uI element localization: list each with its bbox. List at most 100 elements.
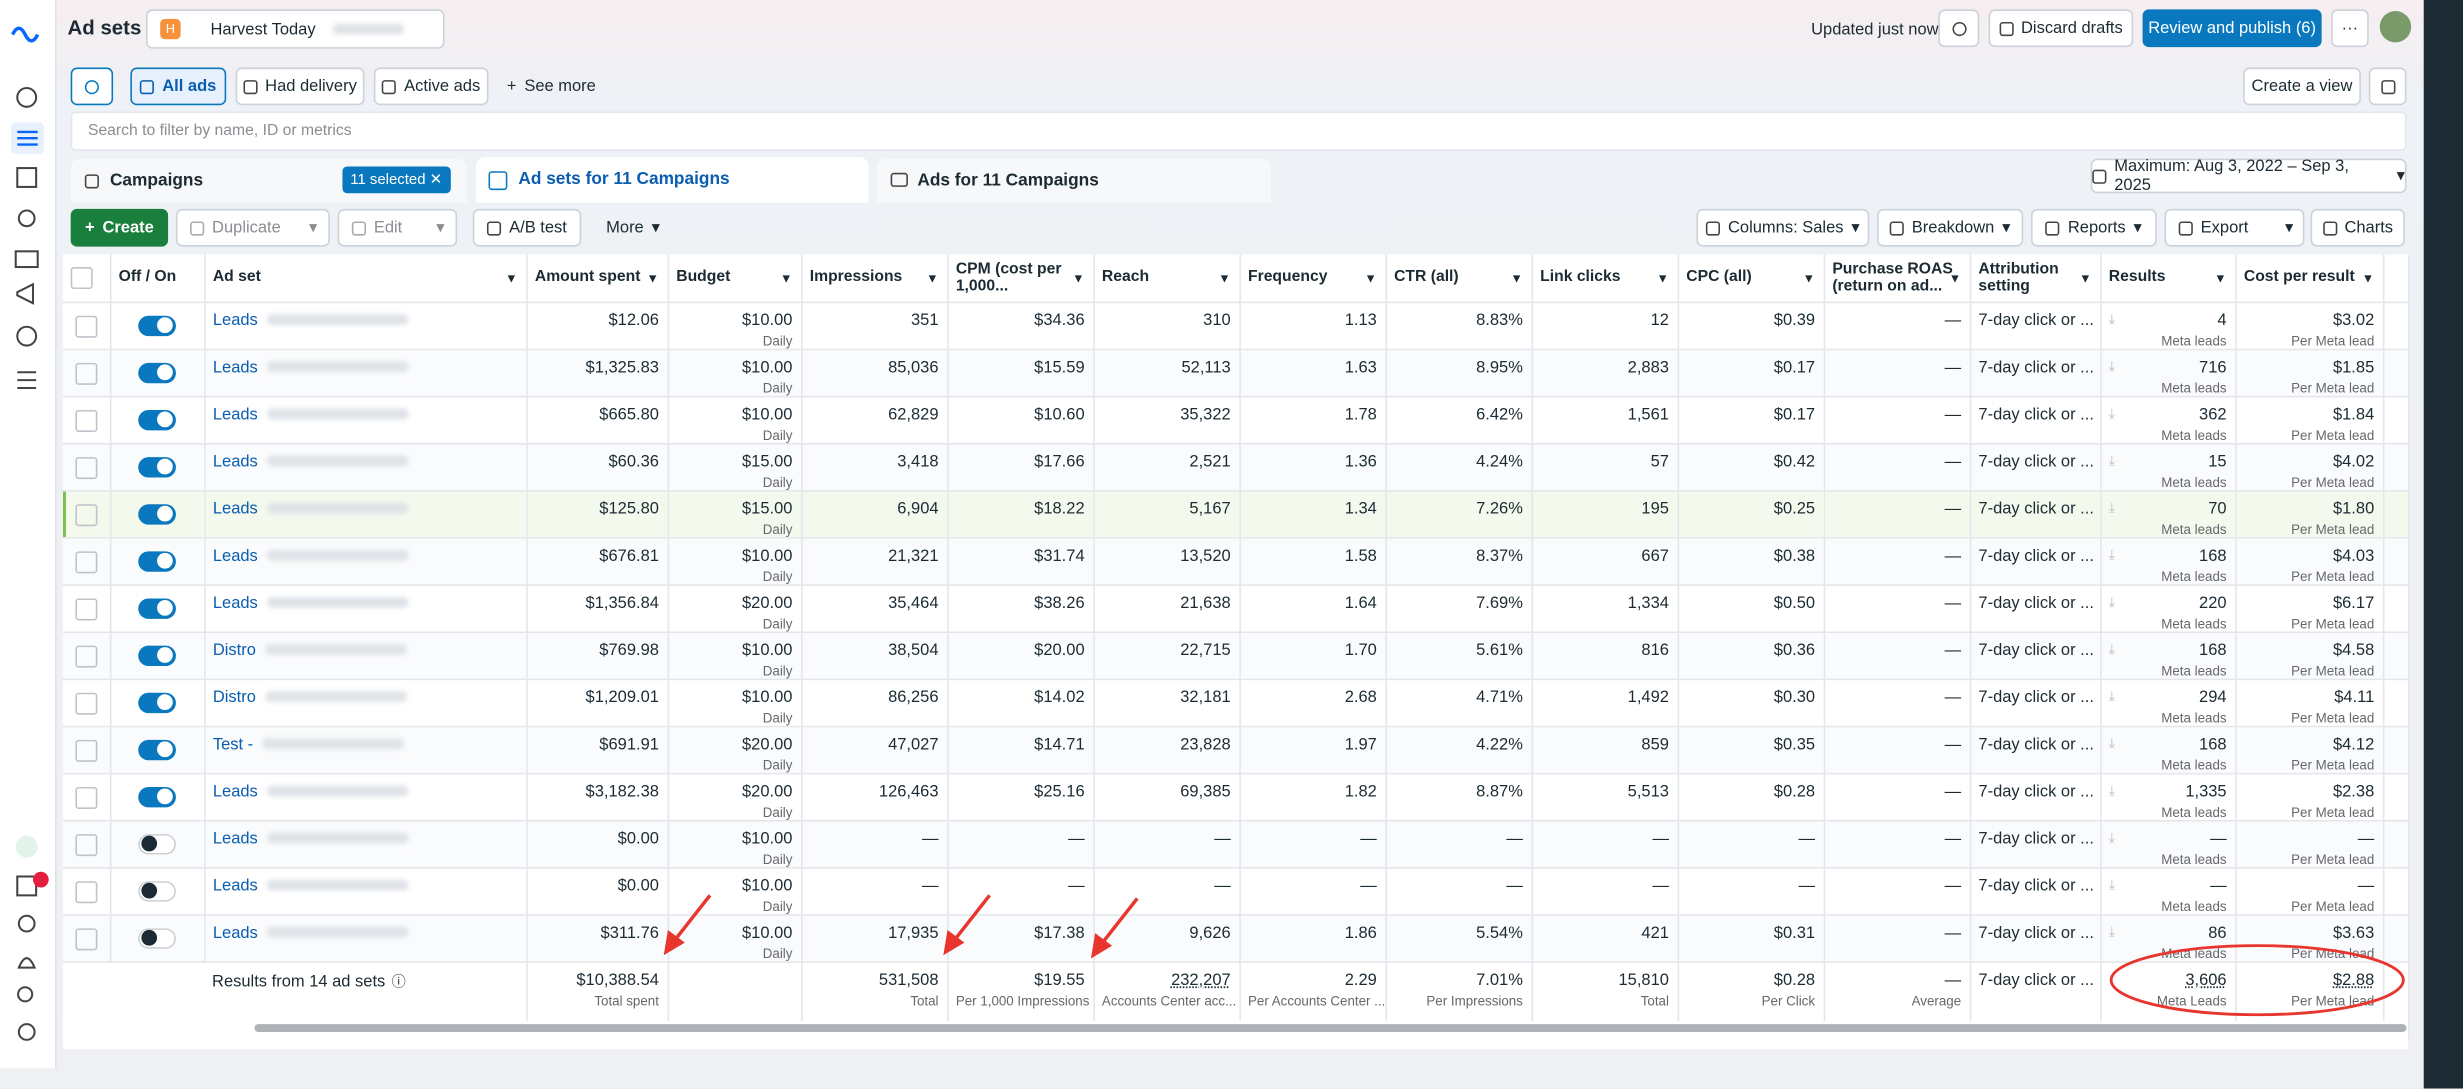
icon <box>85 79 99 93</box>
column-header[interactable]: Frequency▼ <box>1239 254 1385 301</box>
column-header[interactable]: Cost per result▼ <box>2235 254 2383 301</box>
cell: ⤓—Meta leads <box>2100 867 2235 914</box>
cell-value: 5,513 <box>1628 781 1669 800</box>
checkbox[interactable] <box>75 692 97 714</box>
checkbox[interactable] <box>75 503 97 525</box>
checkbox[interactable] <box>75 786 97 808</box>
edit-button[interactable]: Edit▾ <box>338 209 457 247</box>
ad-set-name[interactable]: Leads <box>213 499 258 518</box>
ad-set-name[interactable]: Distro <box>213 687 256 706</box>
ad-set-name[interactable]: Leads <box>213 593 258 612</box>
account-selector[interactable]: H Harvest Today <box>146 9 444 48</box>
breakdown-button[interactable]: Breakdown ▾ <box>1877 209 2023 247</box>
ad-set-name[interactable]: Leads <box>213 310 258 329</box>
checkbox[interactable] <box>75 645 97 667</box>
ad-set-name[interactable]: Leads <box>213 357 258 376</box>
cell: 4.24% <box>1385 443 1531 490</box>
checkbox[interactable] <box>75 928 97 950</box>
cell-value: 4 <box>2217 310 2226 329</box>
checkbox[interactable] <box>75 551 97 573</box>
settings-button[interactable] <box>2369 68 2407 106</box>
filter-had-delivery[interactable]: Had delivery <box>236 68 365 106</box>
checkbox[interactable] <box>75 456 97 478</box>
discard-button[interactable]: Discard drafts <box>1989 9 2134 47</box>
column-header[interactable]: Reach▼ <box>1093 254 1239 301</box>
checkbox[interactable] <box>71 267 93 289</box>
export-button[interactable]: Export▾ <box>2165 209 2305 247</box>
tab-adsets[interactable]: Ad sets for 11 Campaigns <box>476 157 869 203</box>
checkbox[interactable] <box>75 409 97 431</box>
checkbox[interactable] <box>75 833 97 855</box>
toggle[interactable] <box>138 833 176 853</box>
column-header[interactable]: CTR (all)▼ <box>1385 254 1531 301</box>
selected-chip[interactable]: 11 selected ✕ <box>342 167 450 194</box>
ad-set-name[interactable]: Leads <box>213 876 258 895</box>
toggle[interactable] <box>138 598 176 618</box>
more-actions[interactable]: More ▾ <box>592 209 674 247</box>
ad-set-name[interactable]: Leads <box>213 404 258 423</box>
columns-button[interactable]: Columns: Sales ▾ <box>1696 209 1869 247</box>
ad-set-name[interactable]: Distro <box>213 640 256 659</box>
column-header[interactable]: Amount spent▼ <box>526 254 667 301</box>
toggle[interactable] <box>138 362 176 382</box>
scrollbar[interactable] <box>254 1024 2406 1032</box>
date-range[interactable]: Maximum: Aug 3, 2022 – Sep 3, 2025 ▾ <box>2091 159 2407 194</box>
refresh-button[interactable] <box>1938 9 1979 47</box>
ab-test-button[interactable]: A/B test <box>473 209 581 247</box>
column-header[interactable]: Off / On <box>110 254 204 301</box>
toggle[interactable] <box>138 456 176 476</box>
checkbox[interactable] <box>75 880 97 902</box>
avatar[interactable] <box>2380 11 2411 42</box>
column-header[interactable]: Attribution setting▼ <box>1970 254 2100 301</box>
create-button[interactable]: + Create <box>71 209 168 247</box>
search-input[interactable]: Search to filter by name, ID or metrics <box>71 112 2407 151</box>
search-button[interactable] <box>71 68 113 106</box>
filter-all-ads[interactable]: All ads <box>130 68 226 106</box>
cell: —Per Meta lead <box>2235 820 2383 867</box>
toggle[interactable] <box>138 551 176 571</box>
cell: 1,492 <box>1532 679 1678 726</box>
cell-note: Daily <box>676 332 792 348</box>
tab-campaigns[interactable]: Campaigns 11 selected ✕ <box>71 159 467 203</box>
cell: $31.74 <box>947 537 1093 584</box>
toggle[interactable] <box>138 645 176 665</box>
column-header[interactable]: Results▼ <box>2100 254 2235 301</box>
toggle[interactable] <box>138 315 176 335</box>
checkbox[interactable] <box>75 315 97 337</box>
toggle[interactable] <box>138 739 176 759</box>
column-header[interactable]: Ad set▼ <box>204 254 526 301</box>
charts-button[interactable]: Charts <box>2311 209 2405 247</box>
toggle[interactable] <box>138 786 176 806</box>
ad-set-name[interactable]: Leads <box>213 781 258 800</box>
toggle[interactable] <box>138 409 176 429</box>
see-more[interactable]: +See more <box>500 68 604 106</box>
column-header[interactable]: Link clicks▼ <box>1532 254 1678 301</box>
publish-button[interactable]: Review and publish (6) <box>2143 9 2322 47</box>
column-header[interactable]: Purchase ROAS (return on ad...▼ <box>1824 254 1970 301</box>
tab-ads[interactable]: Ads for 11 Campaigns <box>877 159 1271 203</box>
duplicate-button[interactable]: Duplicate▾ <box>176 209 330 247</box>
more-button[interactable]: ··· <box>2331 9 2369 47</box>
column-header[interactable]: Impressions▼ <box>801 254 947 301</box>
cell: $15.00Daily <box>668 443 802 490</box>
column-header[interactable]: CPC (all)▼ <box>1678 254 1824 301</box>
toggle[interactable] <box>138 692 176 712</box>
checkbox[interactable] <box>75 598 97 620</box>
ad-set-name[interactable]: Leads <box>213 452 258 471</box>
ad-set-name[interactable]: Leads <box>213 829 258 848</box>
reports-button[interactable]: Reports ▾ <box>2031 209 2157 247</box>
toggle[interactable] <box>138 928 176 948</box>
column-header[interactable]: Budget▼ <box>668 254 802 301</box>
ad-set-name[interactable]: Leads <box>213 546 258 565</box>
checkbox[interactable] <box>75 362 97 384</box>
ad-set-name[interactable]: Test - <box>213 734 253 753</box>
ad-set-name[interactable]: Leads <box>213 923 258 942</box>
column-header[interactable]: CPM (cost per 1,000...▼ <box>947 254 1093 301</box>
cell-value: 2,883 <box>1628 357 1669 376</box>
create-view[interactable]: Create a view <box>2243 68 2361 106</box>
toggle[interactable] <box>138 503 176 523</box>
checkbox[interactable] <box>75 739 97 761</box>
toggle[interactable] <box>138 880 176 900</box>
filter-active-ads[interactable]: Active ads <box>374 68 489 106</box>
label: Create <box>102 218 153 237</box>
